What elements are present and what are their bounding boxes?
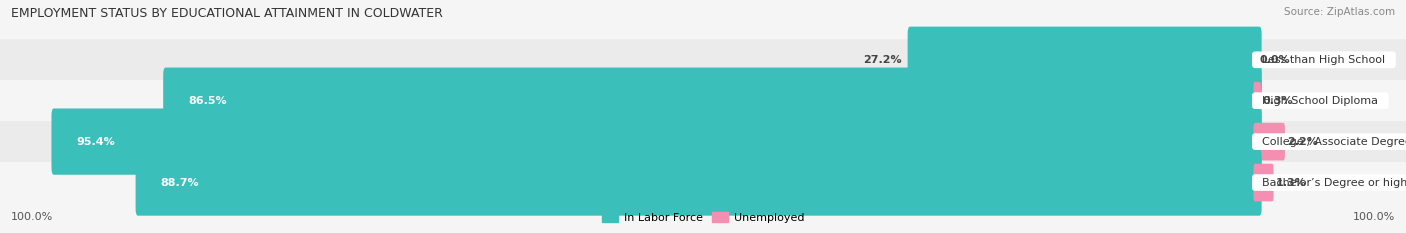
FancyBboxPatch shape [1254,82,1261,120]
FancyBboxPatch shape [135,149,1261,216]
FancyBboxPatch shape [0,80,1406,121]
Text: EMPLOYMENT STATUS BY EDUCATIONAL ATTAINMENT IN COLDWATER: EMPLOYMENT STATUS BY EDUCATIONAL ATTAINM… [11,7,443,20]
FancyBboxPatch shape [52,109,1261,175]
Text: 1.3%: 1.3% [1275,178,1306,188]
Text: Source: ZipAtlas.com: Source: ZipAtlas.com [1284,7,1395,17]
FancyBboxPatch shape [1254,123,1285,161]
Text: 27.2%: 27.2% [863,55,901,65]
FancyBboxPatch shape [1254,164,1274,201]
Text: Less than High School: Less than High School [1256,55,1392,65]
Legend: In Labor Force, Unemployed: In Labor Force, Unemployed [598,208,808,227]
Text: 2.2%: 2.2% [1286,137,1317,147]
Text: Bachelor’s Degree or higher: Bachelor’s Degree or higher [1256,178,1406,188]
Text: College / Associate Degree: College / Associate Degree [1256,137,1406,147]
Text: High School Diploma: High School Diploma [1256,96,1385,106]
FancyBboxPatch shape [0,121,1406,162]
FancyBboxPatch shape [908,27,1261,93]
FancyBboxPatch shape [0,162,1406,203]
Text: 0.3%: 0.3% [1263,96,1294,106]
FancyBboxPatch shape [163,68,1261,134]
Text: 100.0%: 100.0% [11,212,53,222]
Text: 0.0%: 0.0% [1260,55,1289,65]
Text: 88.7%: 88.7% [160,178,200,188]
FancyBboxPatch shape [0,39,1406,80]
Text: 86.5%: 86.5% [188,96,226,106]
Text: 95.4%: 95.4% [76,137,115,147]
Text: 100.0%: 100.0% [1353,212,1395,222]
